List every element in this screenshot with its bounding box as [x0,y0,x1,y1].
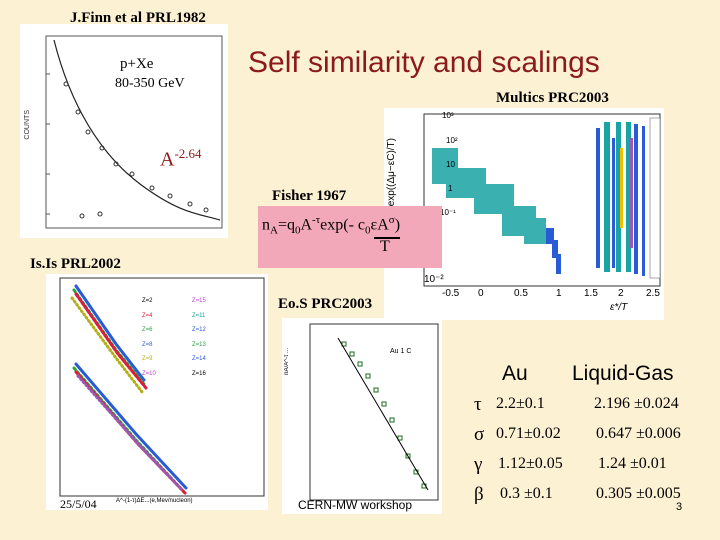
multics-xtick: 2.5 [646,288,660,299]
finn-energy: 80-350 GeV [115,76,185,91]
multics-ytick: 10² [446,136,458,145]
finn-ylabel: COUNTS [24,110,31,140]
table-lg-beta: 0.305 ±0.005 [596,485,681,502]
multics-ylabel: exp((Δμ−εC)/T) [386,138,397,207]
footer-workshop: CERN-MW workshop [298,498,413,512]
ref-fisher: Fisher 1967 [272,188,347,204]
formula-exp-tau: -τ [312,214,321,226]
table-lg-sigma: 0.647 ±0.006 [596,425,681,442]
formula-exp-sigma: σ [388,214,395,226]
isis-legend-item: Z=2 [142,298,153,304]
formula-close: ) [394,216,401,234]
formula-sub-A: A [270,224,278,237]
finn-power-law: A-2.64 [160,146,202,172]
table-symbol-gamma: γ [474,454,483,475]
isis-legend-item: Z=10 [142,370,156,377]
multics-xtick: 2 [618,288,624,299]
multics-xtick: 0 [478,288,484,299]
formula-n: n [262,216,270,234]
eos-ylabel: nA/A^-τ ... [284,348,290,375]
multics-ytick-top: 10³ [442,111,454,120]
table-au-beta: 0.3 ±0.1 [500,485,553,502]
isis-legend-item: Z=16 [192,370,206,377]
ref-multics: Multics PRC2003 [496,90,609,106]
multics-xtick: 0.5 [514,288,528,299]
table-au-gamma: 1.12±0.05 [498,455,563,472]
footer-date: 25/5/04 [60,497,97,511]
finn-plot: COUNTS [20,24,228,238]
isis-plot: Z=2 Z=15 Z=4 Z=11 Z=6 Z=12 Z=8 Z=13 Z=9 Z=14 … [46,274,268,510]
multics-ytick: 10⁻¹ [440,208,456,217]
formula-eq: =q [277,216,295,234]
isis-legend-item: Z=14 [192,356,206,362]
page-number: 3 [676,501,683,513]
table-symbol-beta: β [474,484,484,505]
multics-xlabel: ε*/T [610,302,628,313]
multics-ytick: 1 [448,184,453,193]
fraction-bar [374,237,400,239]
finn-power-base: A [160,148,175,171]
eos-tag: Au 1 C [390,348,412,355]
table-lg-gamma: 1.24 ±0.01 [598,455,667,472]
multics-ytick-low: 10⁻² [424,274,444,285]
isis-legend-item: Z=8 [142,341,153,348]
fisher-formula: nA=q0A-τexp(- c0εAσ) [262,214,400,237]
finn-reaction: p+Xe [120,56,154,72]
formula-denominator: T [380,238,390,255]
formula-sub-0: 0 [294,224,301,237]
formula-A: A [300,216,313,234]
formula-sub-c0: 0 [365,224,371,237]
formula-eps: εA [370,216,389,234]
isis-xlabel: A^-(1-τ)ΔE...(e,Mev/nucleon) [116,498,193,504]
eos-plot: nA/A^-τ ... Au 1 C [282,318,442,514]
isis-legend-item: Z=9 [142,356,153,362]
multics-ytick: 10 [446,160,455,169]
multics-xtick: -0.5 [442,288,460,299]
table-lg-tau: 2.196 ±0.024 [594,395,679,412]
table-au-sigma: 0.71±0.02 [496,425,561,442]
isis-legend-item: Z=6 [142,327,153,333]
ref-eos: Eo.S PRC2003 [278,296,373,312]
table-au-tau: 2.2±0.1 [496,395,545,412]
isis-legend-item: Z=13 [192,341,206,348]
multics-xtick: 1 [556,288,562,299]
page-title: Self similarity and scalings [248,46,600,79]
table-symbol-tau: τ [474,394,482,415]
isis-legend: Z=2 Z=15 Z=4 Z=11 Z=6 Z=12 Z=8 Z=13 Z=9 Z=14 … [142,294,252,381]
finn-plot-graphic [45,35,223,229]
table-header-au: Au [502,362,528,385]
finn-power-exp: -2.64 [174,146,202,161]
multics-xtick: 1.5 [584,288,598,299]
ref-finn: J.Finn et al PRL1982 [70,10,206,26]
formula-exp-text: exp(- c [320,216,365,234]
isis-legend-item: Z=12 [192,327,206,333]
isis-legend-item: Z=15 [192,298,206,304]
table-header-liquid-gas: Liquid-Gas [572,362,674,385]
multics-plot-graphic [423,113,661,287]
isis-plot-graphic [59,277,265,497]
ref-isis: Is.Is PRL2002 [30,256,121,272]
fisher-formula-box: nA=q0A-τexp(- c0εAσ) T [258,206,442,268]
isis-legend-item: Z=11 [192,312,206,319]
multics-plot: exp((Δμ−εC)/T) 10⁻² 10³ 10² 10 1 10⁻¹ -0… [384,108,664,320]
table-symbol-sigma: σ [474,424,485,445]
eos-plot-graphic [309,323,439,501]
isis-legend-item: Z=4 [142,312,153,319]
